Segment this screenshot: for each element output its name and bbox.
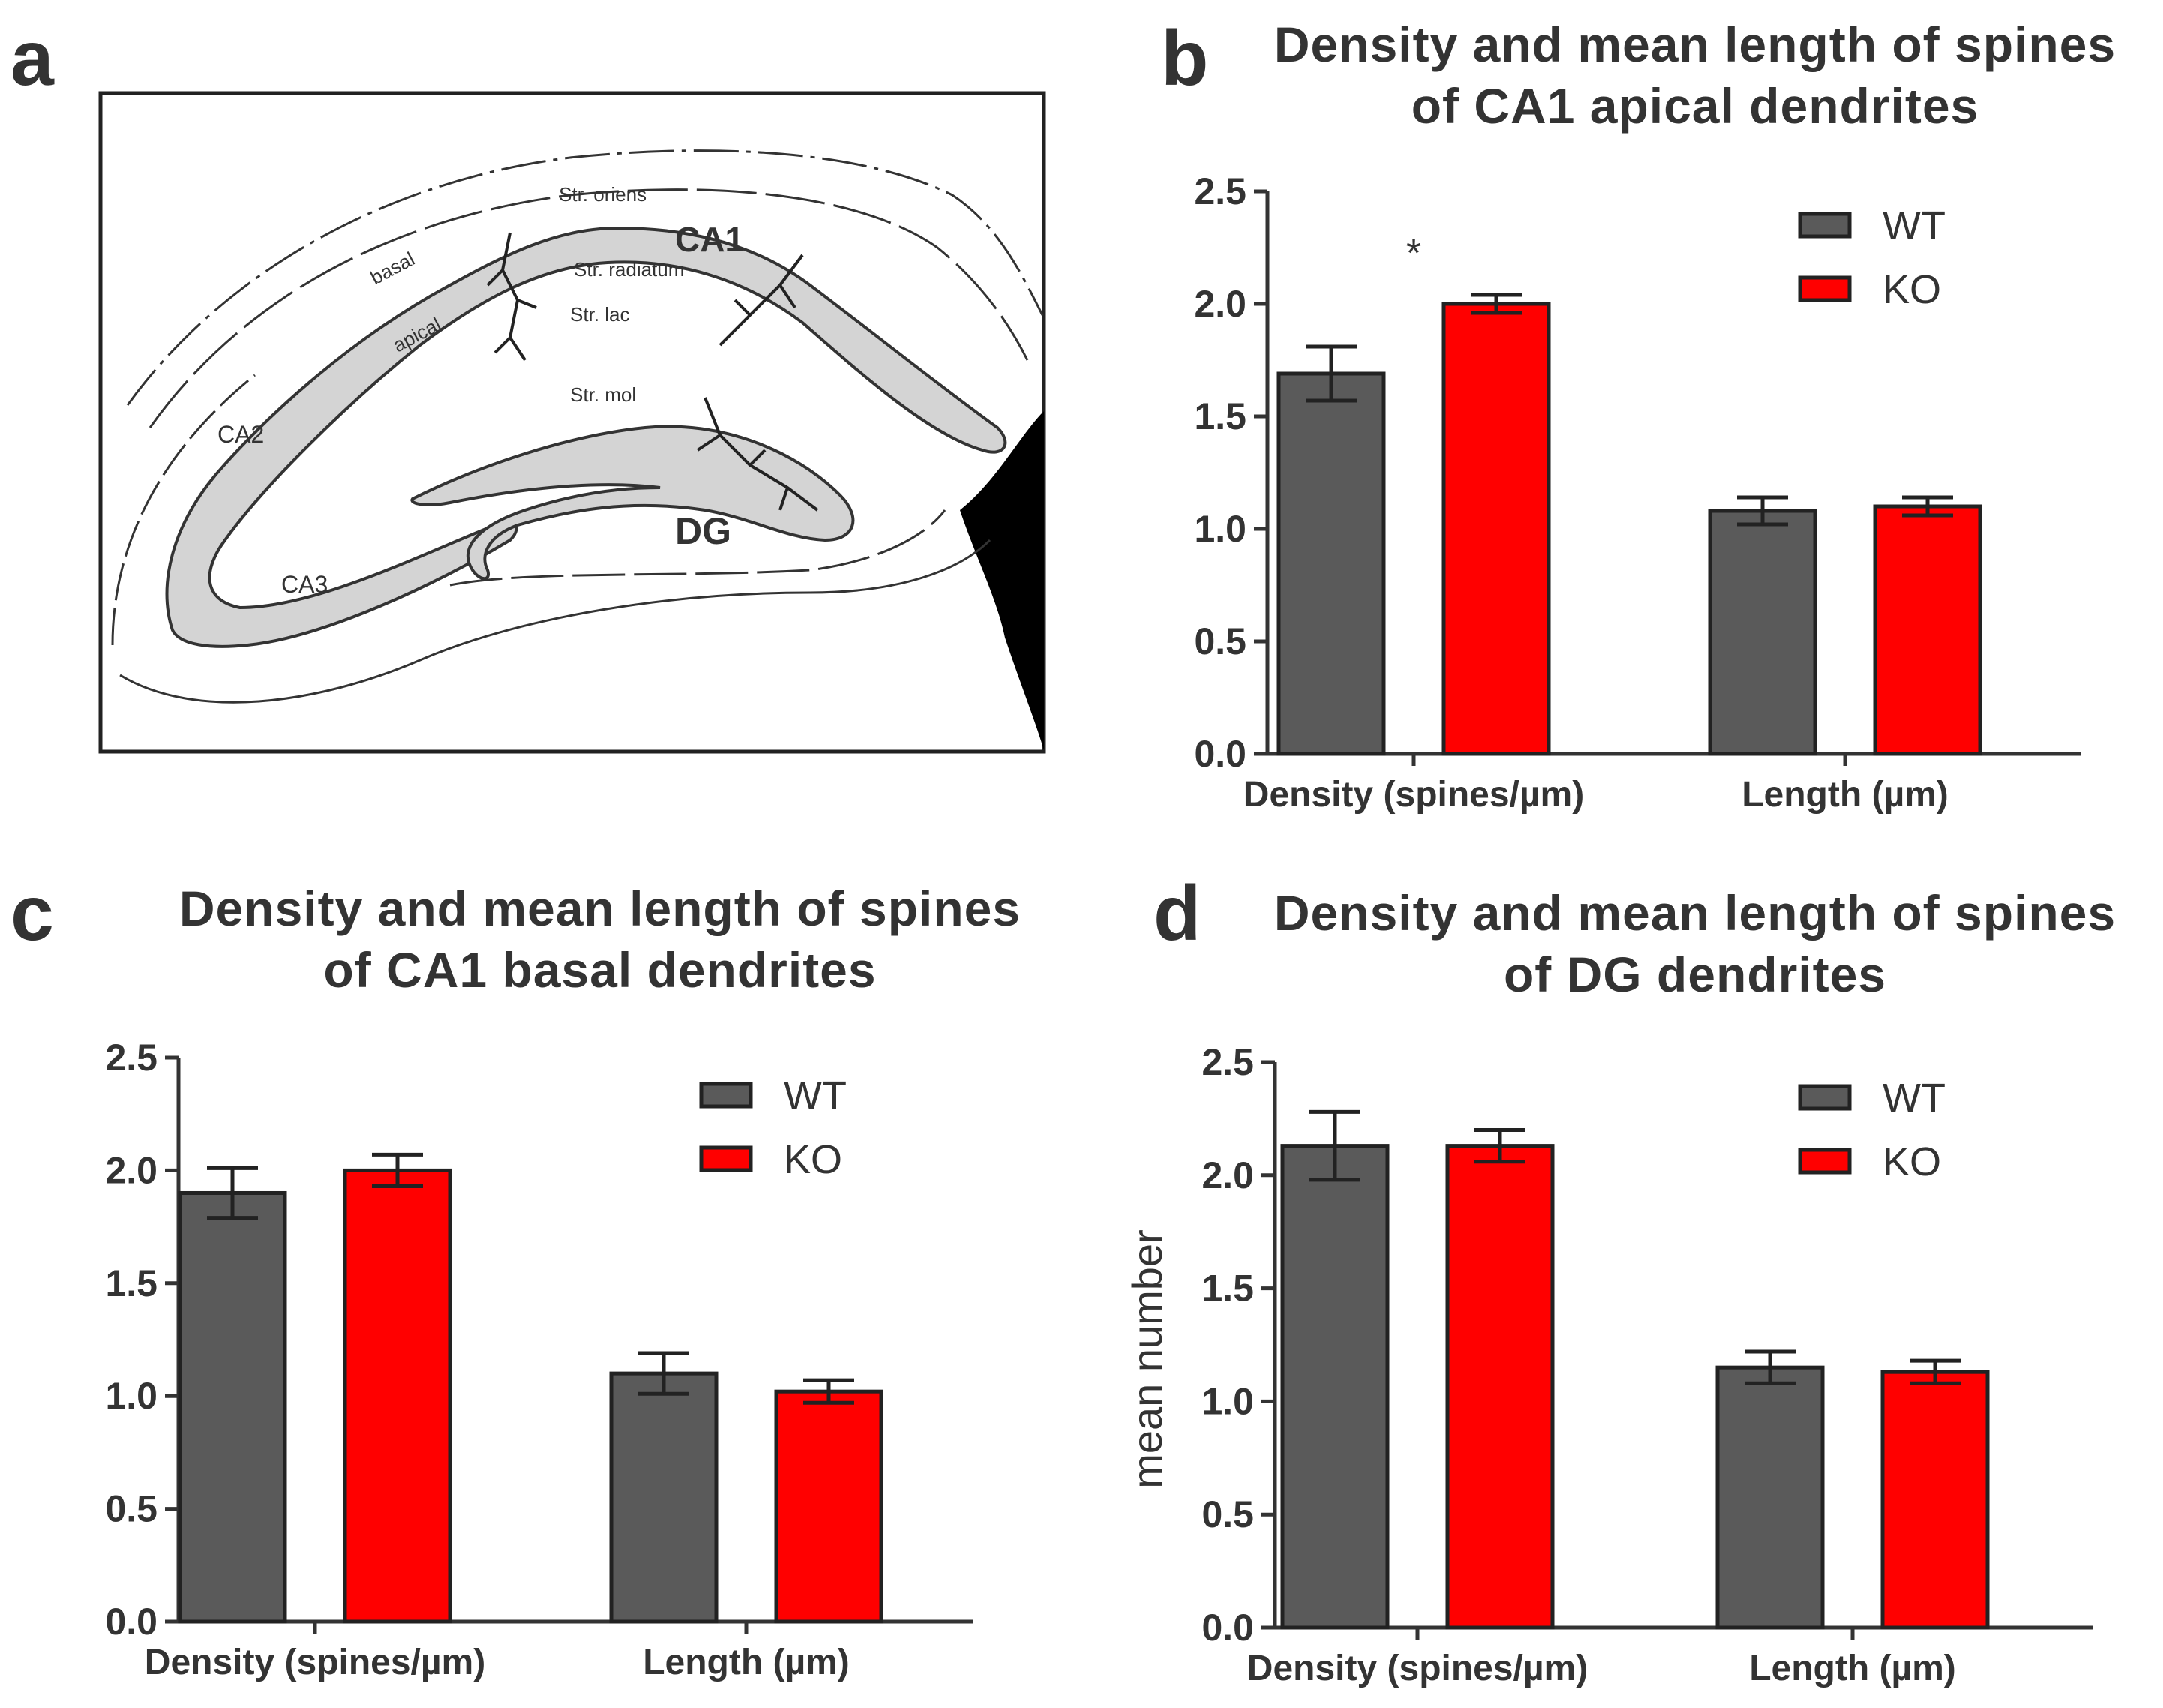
chart-title-d-line1: Density and mean length of spines [1274,885,2116,941]
y-tick-label: 0.0 [1194,733,1246,775]
x-tick-label: Density (spines/µm) [1247,1649,1588,1688]
diagram-neuron-1 [486,232,537,362]
diagram-outer-contour [126,149,1044,406]
bar-ko [1873,504,1982,756]
panel-letter-a: a [10,15,54,102]
panel-letter-c: c [10,870,54,957]
legend-swatch-wt [1798,1084,1852,1111]
diagram-contour-3 [111,374,256,646]
legend-label-ko: KO [1882,267,1941,312]
y-tick-label: 2.0 [105,1149,158,1191]
diagram-contour-bottom-2 [449,509,946,587]
y-tick-label: 2.5 [105,1037,158,1079]
diagram-label-str-mol: Str. mol [570,383,636,406]
x-tick-label: Length (µm) [643,1643,850,1682]
bar-ko [1442,302,1551,756]
bar-wt [1715,1365,1825,1630]
legend-label-ko: KO [1882,1139,1941,1184]
bar-ko [343,1168,452,1624]
legend-label-wt: WT [784,1073,847,1118]
bar-ko [1880,1370,1990,1630]
x-tick-label: Length (µm) [1749,1649,1956,1688]
y-tick-label: 2.0 [1202,1154,1254,1196]
chart-title-d-line2: of DG dendrites [1503,947,1887,1002]
y-tick-label: 1.5 [1202,1268,1254,1310]
chart-title-d: Density and mean length of spines of DG … [1230,882,2160,1005]
y-tick-label: 1.5 [105,1262,158,1304]
legend-swatch-wt [699,1082,753,1109]
significance-marker: * [1406,232,1421,275]
bar-wt [609,1371,718,1624]
diagram-contour-2 [148,188,1029,428]
bar-ko [1445,1144,1555,1630]
bar-wt [1708,509,1817,756]
x-tick-label: Density (spines/µm) [1244,775,1584,815]
bar-wt [1276,371,1386,756]
y-tick-label: 1.5 [1194,395,1246,437]
legend-label-ko: KO [784,1137,842,1182]
legend-swatch-ko [699,1145,753,1172]
panel-letter-b: b [1161,15,1209,102]
y-tick-label: 2.5 [1194,170,1246,212]
legend-label-wt: WT [1882,203,1946,248]
legend-label-wt: WT [1882,1076,1946,1121]
x-tick-label: Length (µm) [1742,775,1948,815]
diagram-label-ca3: CA3 [281,571,328,598]
legend-swatch-wt [1798,212,1852,239]
y-tick-label: 0.5 [105,1488,158,1530]
ylabel-d: mean number [1124,1229,1171,1489]
y-tick-label: 2.0 [1194,283,1246,325]
y-tick-label: 1.0 [1202,1380,1254,1422]
diagram-contour-bottom [119,539,992,704]
chart-title-b-line1: Density and mean length of spines [1274,17,2116,72]
y-tick-label: 2.5 [1202,1041,1254,1083]
diagram-dg-layer [410,425,855,581]
diagram-label-ca2: CA2 [218,421,264,448]
bar-wt [1280,1144,1390,1630]
diagram-black-region [960,411,1044,750]
y-tick-label: 0.0 [105,1601,158,1643]
chart-title-c-line1: Density and mean length of spines [178,881,1022,936]
y-tick-label: 0.5 [1202,1493,1254,1535]
y-tick-label: 0.0 [1202,1607,1254,1649]
legend-swatch-ko [1798,275,1852,302]
chart-title-b-line2: of CA1 apical dendrites [1411,78,1979,134]
chart-title-b: Density and mean length of spines of CA1… [1230,14,2160,137]
legend-swatch-ko [1798,1148,1852,1175]
panel-letter-d: d [1154,870,1202,957]
diagram-neuron-2 [718,254,804,347]
diagram-label-str-radiatum: Str. radiatum [574,258,684,281]
diagram-neuron-3 [696,397,819,512]
y-tick-label: 1.0 [1194,508,1246,550]
y-tick-label: 0.5 [1194,620,1246,662]
chart-title-c-line2: of CA1 basal dendrites [323,942,877,998]
x-tick-label: Density (spines/µm) [145,1643,485,1682]
diagram-label-str-lac: Str. lac [570,303,629,326]
y-tick-label: 1.0 [105,1375,158,1417]
hippocampus-diagram: CA1 CA2 CA3 DG basal apical Str. oriens … [98,91,1046,754]
diagram-label-ca1: CA1 [675,220,744,259]
chart-title-c: Density and mean length of spines of CA1… [135,878,1065,1001]
chart-b: 0.0 0.5 1.0 1.5 2.0 2.5 Density (spines/µm) Len… [1194,170,2081,815]
diagram-label-str-oriens: Str. oriens [559,183,646,206]
diagram-label-dg: DG [675,510,731,552]
bar-wt [178,1190,287,1624]
